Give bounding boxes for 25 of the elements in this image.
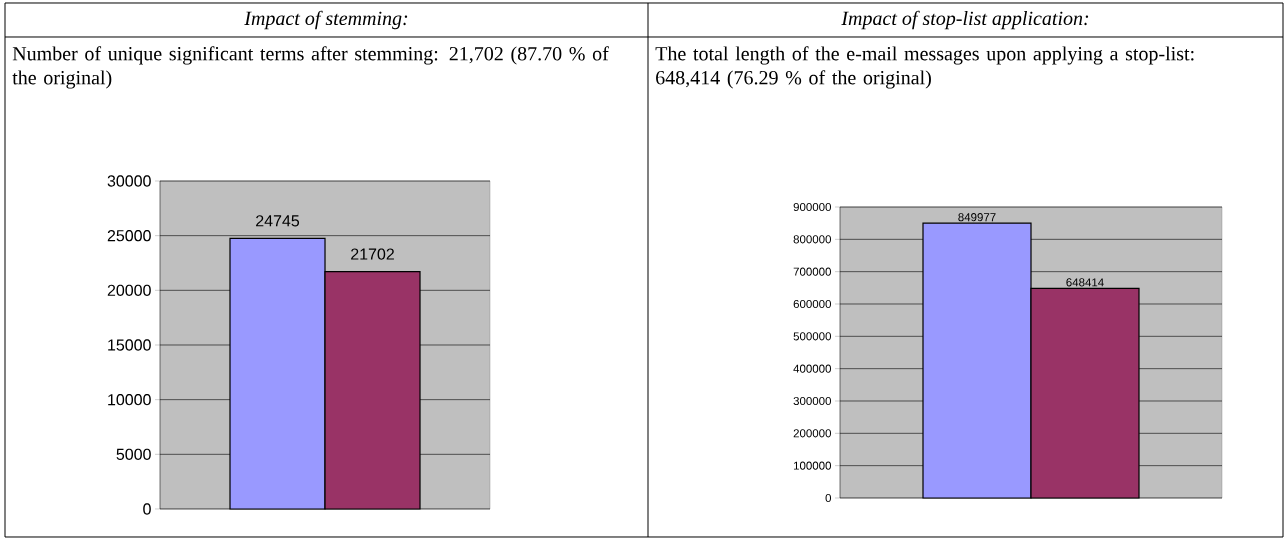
y-tick-label: 200000 bbox=[793, 429, 832, 438]
chart-title: Impact of stop-list application: bbox=[841, 10, 1089, 30]
y-tick-label: 10000 bbox=[108, 393, 151, 406]
y-tick-label: 300000 bbox=[793, 396, 832, 406]
data-label: 21702 bbox=[351, 248, 394, 260]
y-tick-label: 30000 bbox=[107, 175, 151, 187]
y-tick-label: 600000 bbox=[793, 299, 832, 309]
data-label: 849977 bbox=[958, 213, 996, 222]
y-tick-label: 800000 bbox=[793, 235, 832, 244]
y-tick-label: 5000 bbox=[116, 448, 151, 460]
chart-subtitle: The total length of the e-mail messages upon applying a stop-list: 648,414 (76.29 % of the original) bbox=[655, 46, 1194, 89]
y-tick-label: 20000 bbox=[107, 284, 151, 296]
chart-title: Impact of stemming: bbox=[244, 10, 408, 30]
y-tick-label: 100000 bbox=[793, 461, 832, 470]
data-label: 24745 bbox=[256, 215, 300, 227]
chart-subtitle: Number of unique significant terms after stemming: 21,702 (87.70 % of the original) bbox=[12, 46, 609, 89]
y-tick-label: 0 bbox=[825, 493, 832, 503]
y-tick-label: 25000 bbox=[107, 230, 151, 242]
data-label: 648414 bbox=[1066, 278, 1104, 287]
y-tick-label: 700000 bbox=[793, 267, 832, 276]
y-tick-label: 500000 bbox=[793, 332, 832, 341]
y-tick-label: 900000 bbox=[793, 202, 832, 212]
y-tick-label: 0 bbox=[143, 503, 151, 515]
y-tick-label: 400000 bbox=[793, 364, 832, 373]
y-tick-label: 15000 bbox=[108, 339, 151, 351]
